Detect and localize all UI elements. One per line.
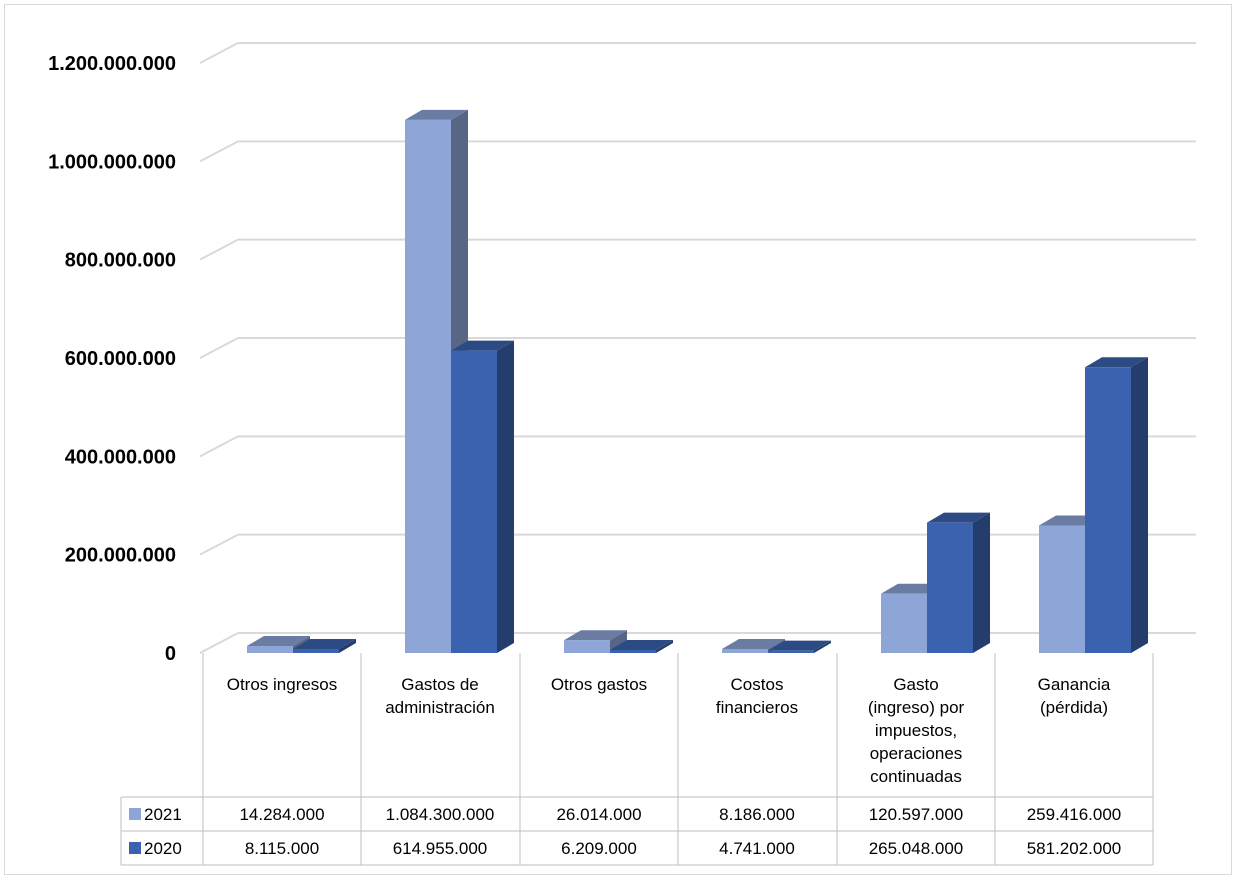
- gridline-diagonal: [199, 632, 239, 654]
- bar-front: [293, 649, 339, 653]
- bar-top: [1085, 357, 1148, 368]
- bar-side: [973, 512, 990, 653]
- bar-front: [405, 119, 451, 653]
- category-label: Otros gastos: [551, 675, 647, 694]
- gridline-diagonal: [199, 337, 239, 359]
- bar-side: [814, 640, 831, 653]
- y-tick-label: 0: [165, 643, 176, 665]
- category-label-line: operaciones: [870, 744, 963, 763]
- table-cell-value: 4.741.000: [719, 839, 795, 858]
- y-tick-label: 200.000.000: [65, 545, 176, 567]
- table-cell-value: 6.209.000: [561, 839, 637, 858]
- bar-top: [610, 639, 673, 650]
- category-label-line: Gasto: [893, 675, 938, 694]
- y-tick-label: 800.000.000: [65, 250, 176, 272]
- legend-key-2021: [129, 808, 141, 820]
- category-label: Gastos de administración: [385, 675, 495, 717]
- bar-side: [656, 639, 673, 653]
- y-axis: 0 200.000.000 400.000.000 600.000.000 800.00…: [48, 53, 176, 665]
- bar-2020-5: [1085, 357, 1148, 653]
- table-cell-value: 259.416.000: [1027, 805, 1122, 824]
- category-label: Gasto (ingreso) por impuestos, operaciones c…: [868, 675, 965, 786]
- bar-front: [1039, 525, 1085, 653]
- category-label-line: administración: [385, 698, 495, 717]
- y-tick-label: 1.200.000.000: [48, 53, 176, 75]
- category-label: Costos financieros: [716, 675, 798, 717]
- bar-side: [339, 639, 356, 653]
- gridline-diagonal: [199, 533, 239, 556]
- category-label: Otros ingresos: [227, 675, 338, 694]
- bar-top: [247, 635, 310, 646]
- category-label-line: (ingreso) por: [868, 698, 965, 717]
- bar-front: [564, 640, 610, 653]
- bar-2020-0: [293, 639, 356, 653]
- bar-side: [1131, 357, 1148, 653]
- bar-2020-2: [610, 639, 673, 653]
- table-cell-value: 614.955.000: [393, 839, 488, 858]
- gridline-diagonal: [199, 238, 239, 261]
- gridline-diagonal: [199, 140, 239, 163]
- table-cell-value: 14.284.000: [239, 805, 324, 824]
- bar-2020-4: [927, 512, 990, 653]
- table-cell-value: 120.597.000: [869, 805, 964, 824]
- table-cell-value: 8.186.000: [719, 805, 795, 824]
- y-tick-label: 1.000.000.000: [48, 151, 176, 173]
- bar-top: [722, 638, 785, 649]
- series-name: 2020: [144, 839, 182, 858]
- gridline-diagonal: [199, 435, 239, 458]
- bars: [247, 109, 1148, 653]
- bar-top: [293, 639, 356, 650]
- table-cell-value: 26.014.000: [556, 805, 641, 824]
- bar-2020-1: [451, 340, 514, 653]
- gridline-diagonal: [199, 42, 239, 64]
- data-table: Otros ingresos Gastos de administración Otr…: [120, 653, 1154, 866]
- category-label-line: impuestos,: [875, 721, 957, 740]
- category-label-line: (pérdida): [1040, 698, 1108, 717]
- legend-key-2020: [129, 842, 141, 854]
- bar-front: [927, 522, 973, 653]
- bar-side: [610, 630, 627, 653]
- bar-front: [1085, 367, 1131, 653]
- gridlines: [199, 42, 1196, 654]
- series-name: 2021: [144, 805, 182, 824]
- bar-top: [564, 630, 627, 641]
- bar-front: [610, 649, 656, 653]
- table-cell-value: 8.115.000: [245, 839, 319, 858]
- category-label-line: Costos: [731, 675, 784, 694]
- table-cell-value: 265.048.000: [869, 839, 964, 858]
- chart-frame: [4, 4, 1232, 875]
- y-tick-label: 400.000.000: [65, 446, 176, 468]
- bar-front: [722, 648, 768, 653]
- bar-2020-3: [768, 640, 831, 653]
- category-label-line: Ganancia: [1038, 675, 1111, 694]
- bar-front: [451, 350, 497, 653]
- bar-top: [768, 640, 831, 651]
- bar-top: [451, 340, 514, 351]
- table-cell-value: 581.202.000: [1027, 839, 1122, 858]
- bar-front: [247, 645, 293, 653]
- bar-side: [497, 340, 514, 653]
- category-label-line: Gastos de: [401, 675, 479, 694]
- category-label-line: continuadas: [870, 767, 962, 786]
- y-tick-label: 600.000.000: [65, 348, 176, 370]
- category-label-line: Otros gastos: [551, 675, 647, 694]
- bar-2021-2: [564, 630, 627, 653]
- bar-front: [881, 593, 927, 653]
- table-cell-value: 1.084.300.000: [386, 805, 495, 824]
- category-label-line: Otros ingresos: [227, 675, 338, 694]
- bar-front: [768, 650, 814, 653]
- category-label: Ganancia (pérdida): [1038, 675, 1111, 717]
- bar-top: [405, 109, 468, 120]
- category-label-line: financieros: [716, 698, 798, 717]
- bar-top: [927, 512, 990, 523]
